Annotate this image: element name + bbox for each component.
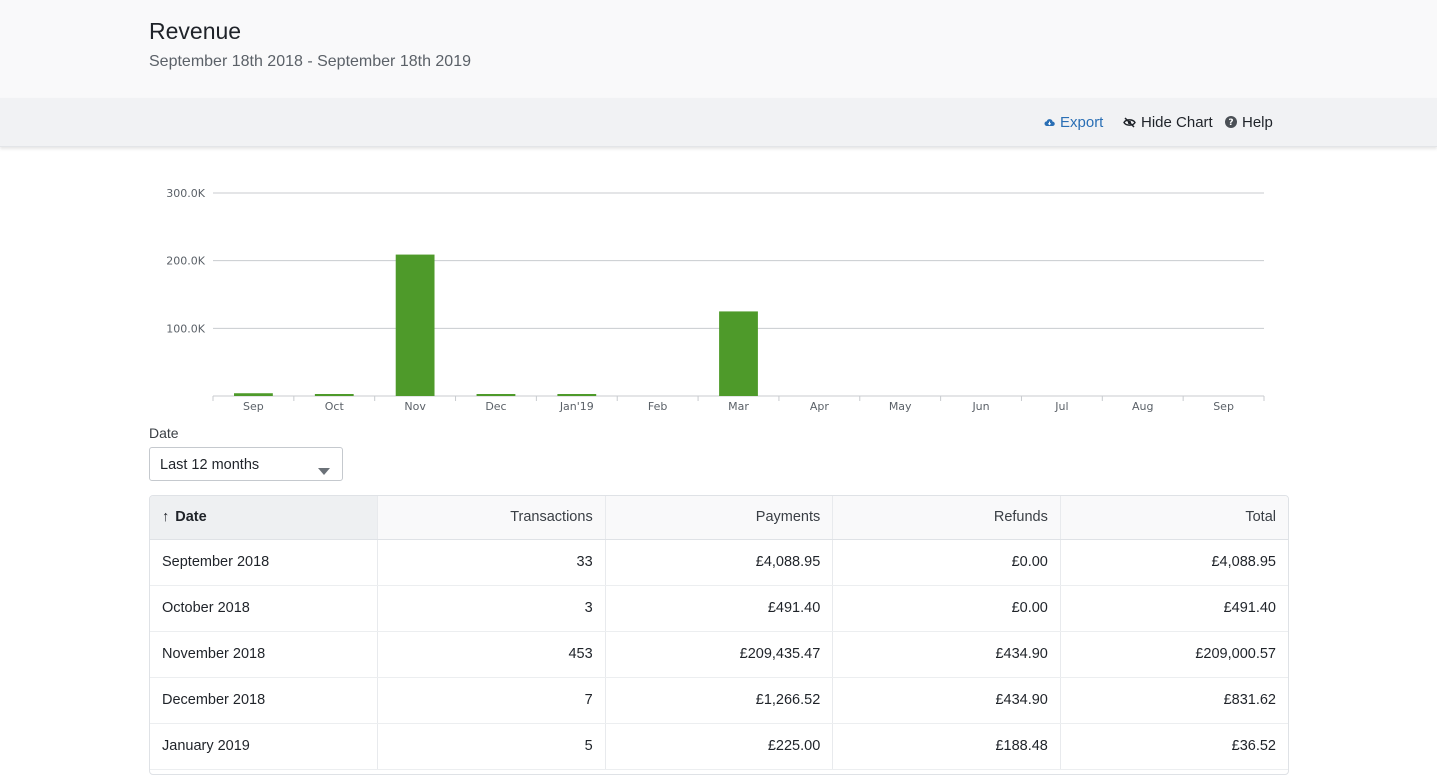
y-tick-label: 100.0K bbox=[166, 322, 205, 335]
x-tick-label: Sep bbox=[1213, 400, 1234, 413]
cell-date: October 2018 bbox=[150, 585, 379, 632]
cell-date: December 2018 bbox=[150, 677, 379, 724]
x-tick-label: Nov bbox=[404, 400, 426, 413]
cell-refunds: £0.00 bbox=[832, 539, 1061, 586]
hide-chart-label: Hide Chart bbox=[1141, 113, 1213, 131]
export-label: Export bbox=[1060, 113, 1104, 131]
x-tick-label: Jan'19 bbox=[559, 400, 594, 413]
svg-text:?: ? bbox=[1228, 118, 1233, 128]
table-row: December 2018 7 £1,266.52 £434.90 £831.6… bbox=[150, 677, 1288, 724]
date-filter-value: Last 12 months bbox=[160, 457, 260, 473]
date-filter-select[interactable]: Last 12 months bbox=[149, 447, 343, 481]
column-header-date-label: Date bbox=[175, 509, 207, 526]
cell-transactions: 3 bbox=[377, 585, 606, 632]
cell-transactions: 33 bbox=[377, 539, 606, 586]
question-circle-icon: ? bbox=[1225, 116, 1237, 128]
column-header-total[interactable]: Total bbox=[1060, 496, 1288, 540]
chart-bar bbox=[395, 254, 435, 396]
x-tick-label: Jun bbox=[971, 400, 989, 413]
cell-total: £831.62 bbox=[1060, 677, 1288, 724]
x-tick-label: Dec bbox=[485, 400, 506, 413]
chart-bar bbox=[314, 394, 354, 396]
date-filter-label: Date bbox=[149, 425, 179, 441]
table-row: October 2018 3 £491.40 £0.00 £491.40 bbox=[150, 585, 1288, 632]
cell-date: November 2018 bbox=[150, 631, 379, 678]
cell-transactions: 453 bbox=[377, 631, 606, 678]
chart-bar bbox=[557, 394, 597, 396]
sort-ascending-icon: ↑ bbox=[162, 509, 170, 526]
page-header: Revenue September 18th 2018 - September … bbox=[0, 0, 1437, 98]
table-row: September 2018 33 £4,088.95 £0.00 £4,088… bbox=[150, 539, 1288, 586]
cell-date: January 2019 bbox=[150, 723, 379, 770]
help-button[interactable]: ? Help bbox=[1225, 98, 1273, 146]
y-tick-label: 200.0K bbox=[166, 255, 205, 268]
table-row: November 2018 453 £209,435.47 £434.90 £2… bbox=[150, 631, 1288, 678]
cell-total: £491.40 bbox=[1060, 585, 1288, 632]
table-row: January 2019 5 £225.00 £188.48 £36.52 bbox=[150, 723, 1288, 770]
hide-chart-button[interactable]: Hide Chart bbox=[1123, 98, 1213, 146]
toolbar: Export Hide Chart ? Help bbox=[0, 98, 1437, 147]
eye-slash-icon bbox=[1123, 116, 1136, 128]
x-tick-label: Apr bbox=[810, 400, 830, 413]
chart-bar bbox=[234, 393, 273, 396]
cell-payments: £491.40 bbox=[605, 585, 834, 632]
cloud-download-icon bbox=[1044, 118, 1055, 127]
cell-refunds: £188.48 bbox=[832, 723, 1061, 770]
cell-payments: £209,435.47 bbox=[605, 631, 834, 678]
x-tick-label: Aug bbox=[1132, 400, 1153, 413]
x-tick-label: Feb bbox=[648, 400, 667, 413]
revenue-table: ↑ Date Transactions Payments Refunds Tota… bbox=[149, 495, 1289, 775]
x-tick-label: May bbox=[889, 400, 912, 413]
cell-refunds: £434.90 bbox=[832, 631, 1061, 678]
column-header-payments[interactable]: Payments bbox=[605, 496, 834, 540]
cell-transactions: 7 bbox=[377, 677, 606, 724]
column-header-date[interactable]: ↑ Date bbox=[150, 496, 379, 540]
caret-down-icon bbox=[318, 462, 330, 480]
x-tick-label: Mar bbox=[728, 400, 749, 413]
cell-refunds: £0.00 bbox=[832, 585, 1061, 632]
x-tick-label: Jul bbox=[1054, 400, 1068, 413]
chart-bar bbox=[476, 394, 516, 396]
cell-total: £209,000.57 bbox=[1060, 631, 1288, 678]
cell-total: £4,088.95 bbox=[1060, 539, 1288, 586]
page-title: Revenue bbox=[149, 18, 242, 44]
column-header-transactions[interactable]: Transactions bbox=[377, 496, 606, 540]
cell-total: £36.52 bbox=[1060, 723, 1288, 770]
date-range-subtitle: September 18th 2018 - September 18th 201… bbox=[149, 53, 471, 70]
cell-transactions: 5 bbox=[377, 723, 606, 770]
revenue-chart-svg: 100.0K 200.0K 300.0K Sep Oct Nov Dec Jan'19 Feb M… bbox=[166, 187, 1265, 413]
export-button[interactable]: Export bbox=[1044, 98, 1103, 146]
cell-payments: £4,088.95 bbox=[605, 539, 834, 586]
help-label: Help bbox=[1242, 113, 1273, 131]
y-tick-label: 300.0K bbox=[166, 187, 205, 200]
column-header-refunds[interactable]: Refunds bbox=[832, 496, 1061, 540]
table-header-row: ↑ Date Transactions Payments Refunds Tota… bbox=[150, 496, 1288, 540]
revenue-chart: 100.0K 200.0K 300.0K Sep Oct Nov Dec Jan'19 Feb M… bbox=[149, 178, 1279, 420]
cell-payments: £225.00 bbox=[605, 723, 834, 770]
cell-refunds: £434.90 bbox=[832, 677, 1061, 724]
cell-date: September 2018 bbox=[150, 539, 379, 586]
x-tick-label: Oct bbox=[325, 400, 345, 413]
cell-payments: £1,266.52 bbox=[605, 677, 834, 724]
x-tick-label: Sep bbox=[243, 400, 264, 413]
chart-bar bbox=[719, 311, 758, 396]
